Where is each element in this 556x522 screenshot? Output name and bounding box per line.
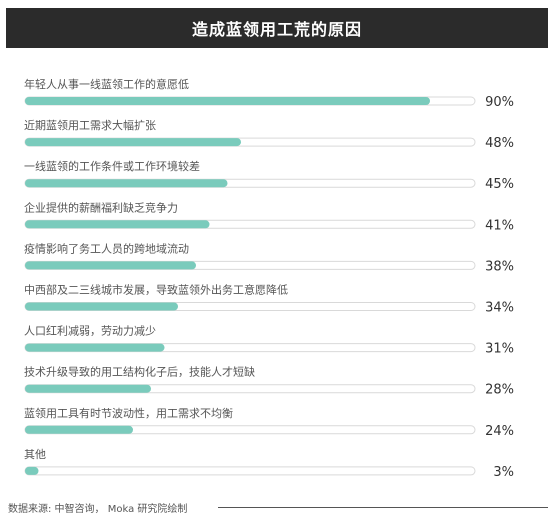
category-label: 年轻人从事一线蓝领工作的意愿低 — [24, 77, 189, 91]
value-label: 45% — [485, 177, 514, 192]
bar — [25, 343, 165, 352]
category-label: 中西部及二三线城市发展，导致蓝领外出务工意愿降低 — [24, 283, 288, 297]
category-label: 其他 — [24, 448, 46, 461]
value-label: 28% — [485, 383, 514, 398]
bar — [25, 97, 430, 105]
value-label: 24% — [485, 424, 514, 439]
bar — [25, 425, 133, 434]
category-label: 疫情影响了务工人员的跨地域流动 — [24, 241, 189, 255]
bar — [25, 179, 228, 188]
bar — [25, 466, 39, 475]
value-label: 3% — [493, 465, 514, 480]
bar — [25, 138, 241, 147]
value-label: 34% — [485, 301, 514, 316]
category-label: 近期蓝领用工需求大幅扩张 — [24, 118, 156, 132]
bar — [25, 261, 196, 270]
bar — [25, 384, 151, 393]
value-label: 31% — [485, 342, 514, 357]
value-label: 41% — [485, 218, 514, 233]
bar-track — [24, 466, 476, 476]
value-label: 90% — [485, 95, 514, 110]
chart-title: 造成蓝领用工荒的原因 — [6, 8, 548, 48]
category-label: 企业提供的薪酬福利缺乏竞争力 — [24, 200, 178, 214]
value-label: 48% — [485, 136, 514, 151]
value-label: 38% — [485, 259, 514, 274]
source-note: 数据来源: 中智咨询， Moka 研究院绘制 — [8, 504, 188, 515]
footer-rule — [218, 507, 548, 508]
bar — [25, 302, 178, 311]
category-label: 人口红利减弱，劳动力减少 — [24, 325, 156, 338]
bar — [25, 220, 210, 229]
category-label: 一线蓝领的工作条件或工作环境较差 — [24, 159, 200, 173]
category-label: 技术升级导致的用工结构化子后，技能人才短缺 — [24, 365, 255, 379]
category-label: 蓝领用工具有时节波动性，用工需求不均衡 — [24, 406, 233, 420]
